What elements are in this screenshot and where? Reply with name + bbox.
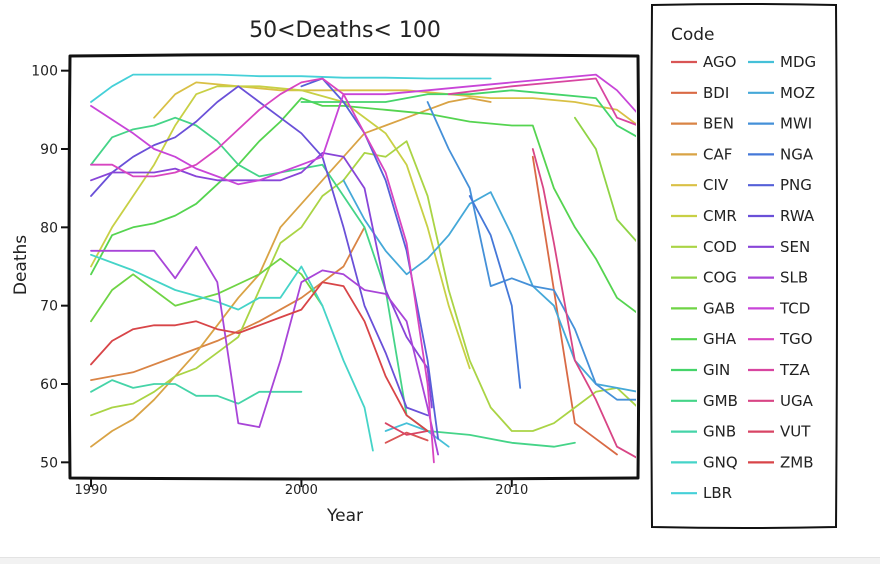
- legend-title: Code: [671, 25, 715, 45]
- legend: Code AGO BDI BEN CAF CIV CMR COD COG GAB GHA GIN GM…: [650, 3, 838, 529]
- legend-label-cog: COG: [703, 269, 737, 287]
- legend-label-bdi: BDI: [703, 84, 729, 102]
- legend-label-gnq: GNQ: [703, 453, 738, 471]
- legend-label-moz: MOZ: [780, 84, 815, 102]
- y-tick-label: 80: [40, 220, 58, 236]
- legend-label-zmb: ZMB: [780, 453, 814, 471]
- legend-label-gnb: GNB: [703, 423, 736, 441]
- series-line-ago: [384, 431, 429, 444]
- series-line-zmb: [90, 281, 429, 432]
- series-line-civ: [153, 81, 636, 126]
- legend-label-uga: UGA: [780, 392, 814, 410]
- y-tick-label: 100: [31, 64, 58, 80]
- series-line-gha: [90, 97, 636, 314]
- series-lines: [90, 73, 636, 464]
- series-line-mwi: [426, 101, 636, 401]
- series-line-tza: [447, 77, 636, 126]
- legend-label-mwi: MWI: [780, 115, 812, 133]
- series-line-lbr: [90, 73, 492, 103]
- legend-label-tza: TZA: [779, 361, 810, 379]
- series-line-caf: [90, 97, 492, 448]
- legend-label-ben: BEN: [703, 115, 734, 133]
- series-line-bdi: [531, 155, 618, 456]
- series-line-gab: [90, 257, 324, 323]
- series-line-cod: [90, 140, 636, 432]
- legend-label-tgo: TGO: [779, 330, 813, 348]
- series-line-png: [300, 77, 440, 440]
- legend-label-nga: NGA: [780, 145, 814, 163]
- series-line-ben: [90, 226, 366, 382]
- legend-label-png: PNG: [780, 176, 812, 194]
- legend-label-gin: GIN: [703, 361, 730, 379]
- legend-label-rwa: RWA: [780, 207, 815, 225]
- legend-label-gmb: GMB: [703, 392, 738, 410]
- series-line-tcd: [90, 73, 636, 186]
- y-tick-label: 50: [40, 455, 58, 471]
- y-tick-label: 70: [40, 299, 58, 315]
- legend-label-gab: GAB: [703, 299, 735, 317]
- legend-label-tcd: TCD: [779, 299, 810, 317]
- legend-label-cmr: CMR: [703, 207, 737, 225]
- legend-label-gha: GHA: [703, 330, 737, 348]
- x-axis-label: Year: [326, 506, 363, 526]
- series-line-slb: [90, 245, 440, 456]
- legend-label-civ: CIV: [703, 176, 729, 194]
- legend-label-ago: AGO: [703, 53, 736, 71]
- series-line-gnb: [90, 379, 303, 405]
- series-line-gmb: [90, 116, 576, 448]
- series-line-gin: [300, 89, 636, 138]
- legend-frame: [650, 3, 838, 529]
- x-tick-label: 2000: [285, 483, 318, 498]
- series-line-cmr: [90, 85, 471, 370]
- plot-area: 1990 2000 2010 50 60 70 80 90 100: [31, 53, 641, 498]
- x-tick-label: 1990: [74, 483, 107, 498]
- series-line-cog: [574, 116, 636, 243]
- legend-label-slb: SLB: [780, 269, 808, 287]
- legend-label-cod: COD: [703, 238, 737, 256]
- series-line-gnq: [90, 253, 374, 452]
- legend-label-lbr: LBR: [703, 484, 732, 502]
- series-line-nga: [468, 195, 522, 389]
- series-line-tgo: [90, 77, 435, 464]
- x-tick-label: 2010: [495, 483, 528, 498]
- legend-label-caf: CAF: [703, 145, 732, 163]
- bottom-divider: [0, 557, 880, 564]
- y-axis-label: Deaths: [11, 235, 31, 295]
- legend-label-sen: SEN: [780, 238, 810, 256]
- y-tick-label: 90: [40, 142, 58, 158]
- series-line-vut: [384, 422, 429, 436]
- series-line-uga: [531, 148, 636, 459]
- series-line-rwa: [90, 85, 429, 417]
- y-tick-label: 60: [40, 377, 58, 393]
- legend-label-mdg: MDG: [780, 53, 816, 71]
- series-line-moz: [342, 179, 636, 393]
- legend-label-vut: VUT: [780, 423, 811, 441]
- chart-title: 50<Deaths< 100: [249, 18, 441, 43]
